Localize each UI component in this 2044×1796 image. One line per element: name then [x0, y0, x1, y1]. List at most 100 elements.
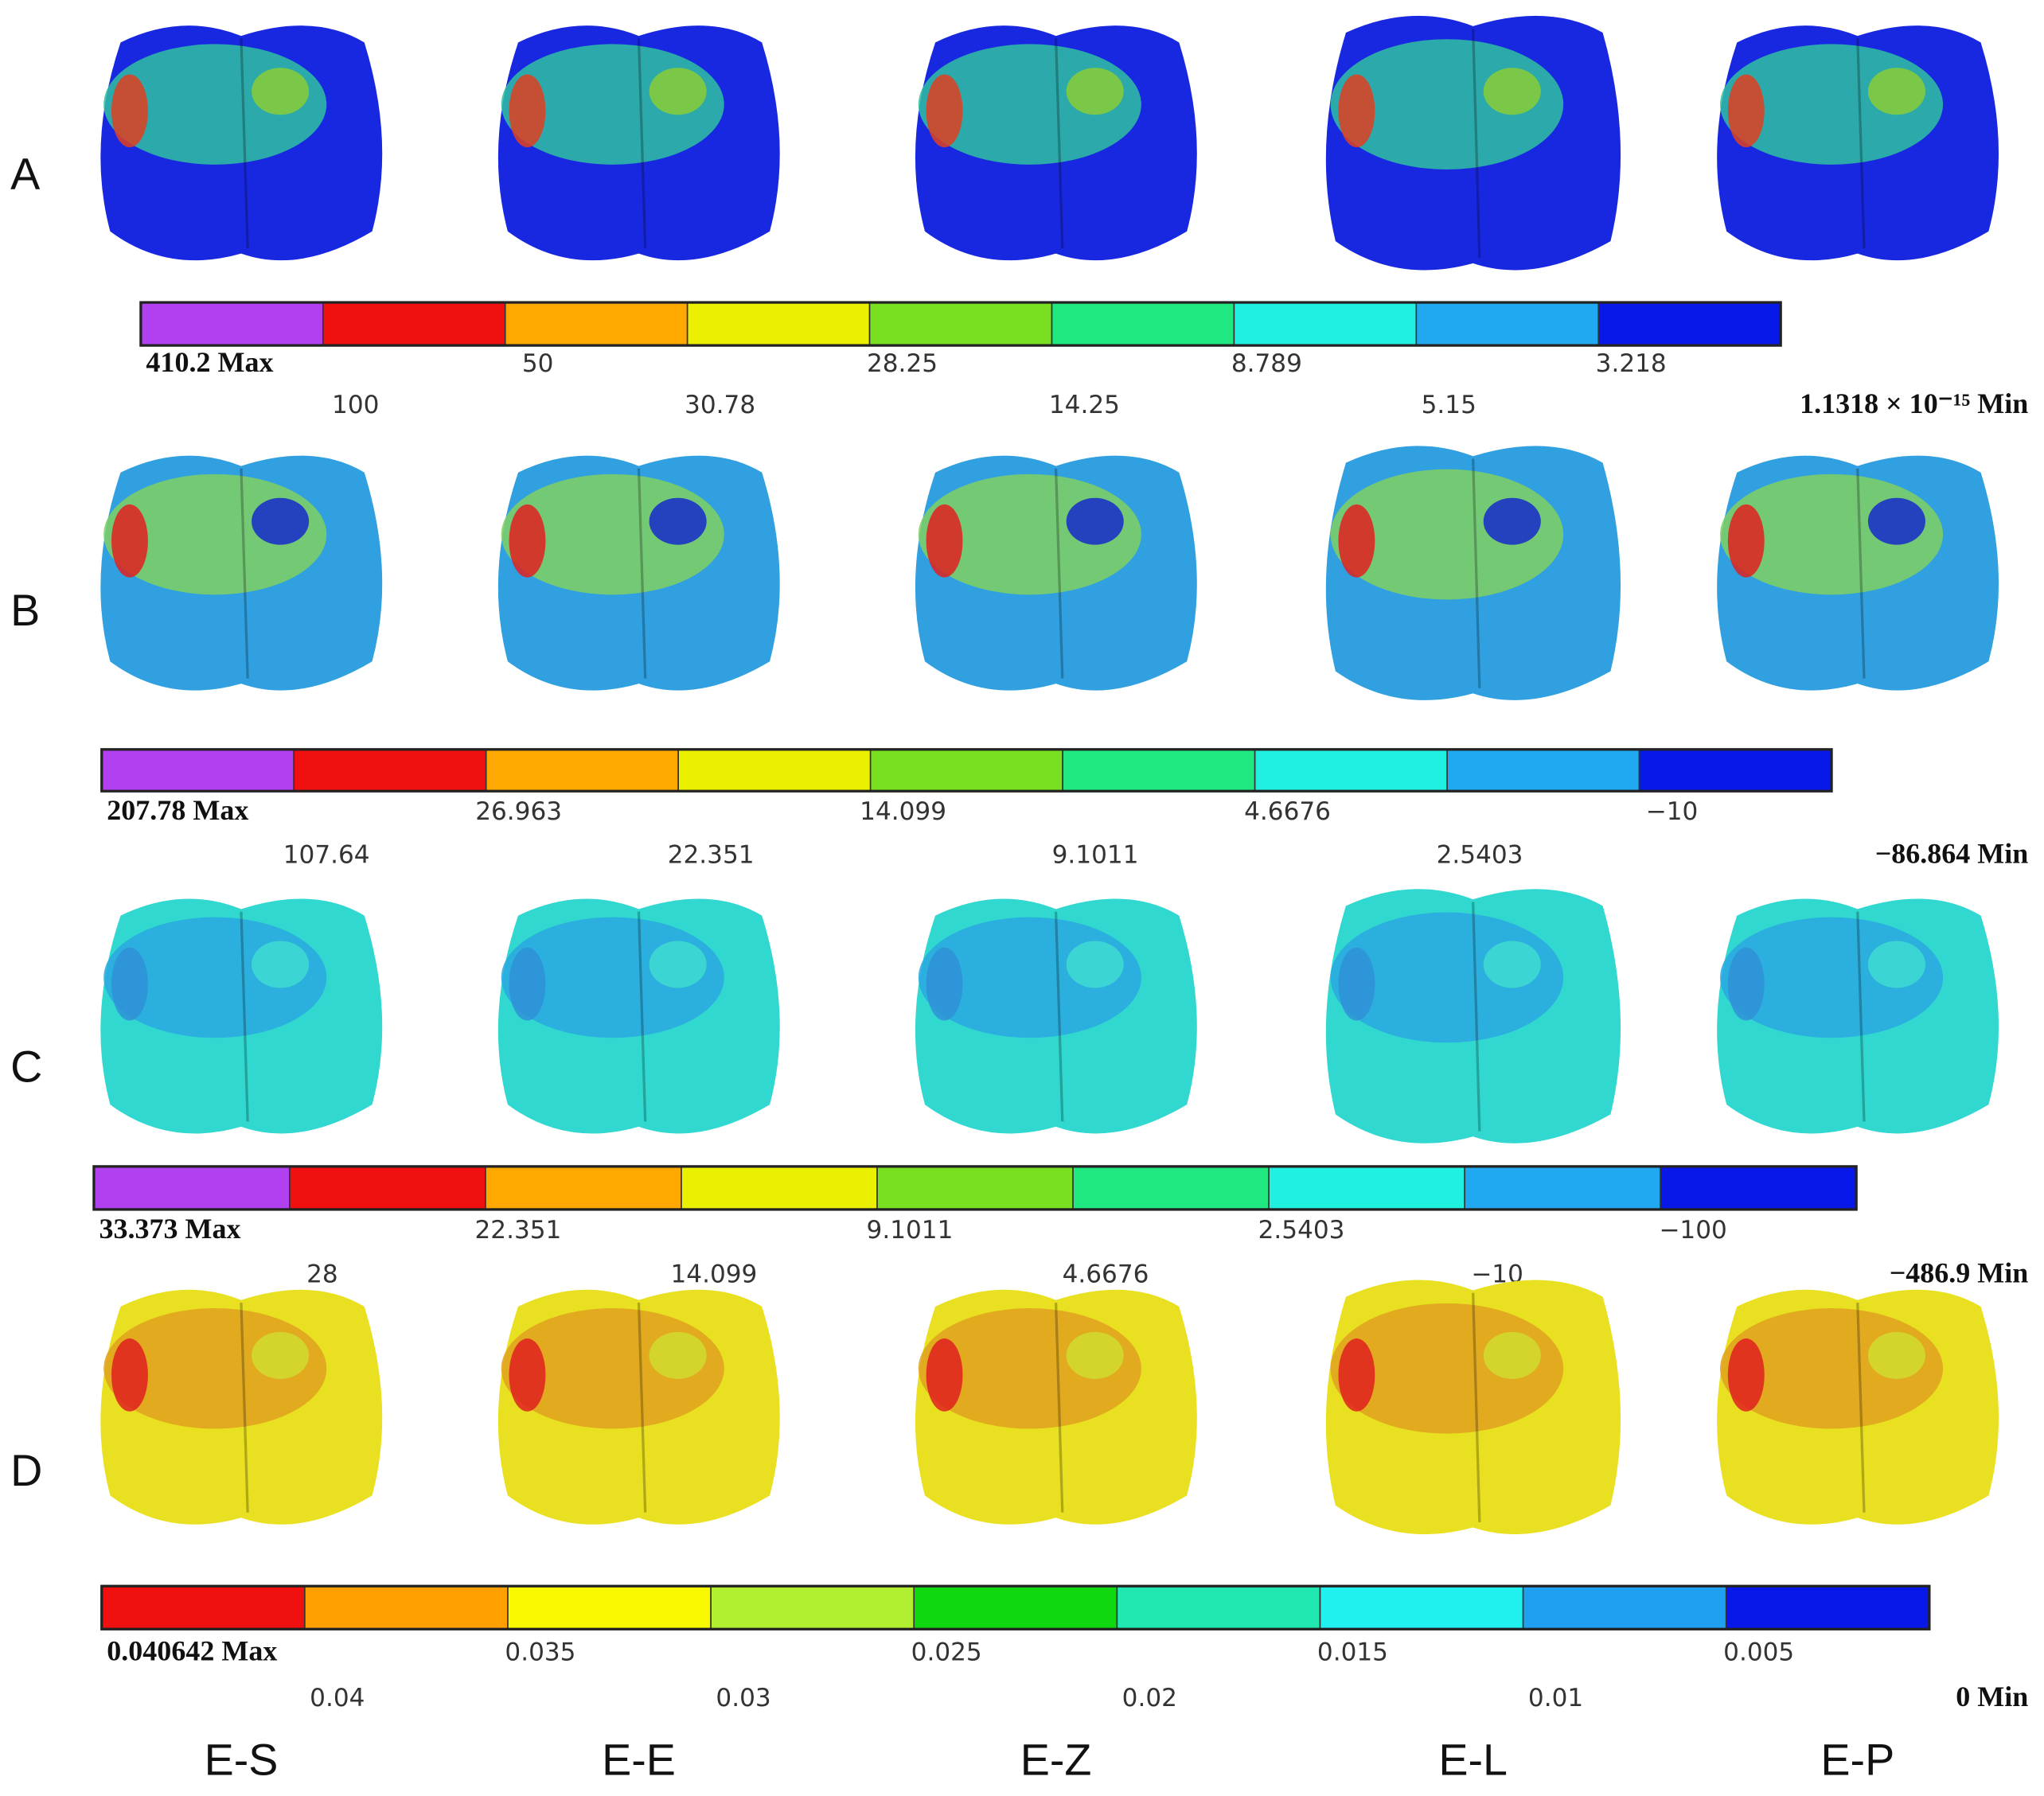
tooth-image: [497, 25, 780, 261]
tooth-region: [1727, 74, 1765, 148]
tooth-image: [100, 1289, 383, 1525]
tooth-groove: [1054, 38, 1064, 249]
colorbar-label: 0.015: [1317, 1638, 1388, 1667]
colorbar-label: 28.25: [867, 349, 938, 378]
colorbar-max-label: 33.373 Max: [99, 1213, 240, 1245]
tooth-image: [1717, 25, 1999, 261]
colorbar-segment: [868, 302, 1053, 346]
colorbar-segment: [304, 1585, 509, 1630]
tooth-groove: [1472, 29, 1481, 259]
tooth-image: [1325, 15, 1621, 271]
colorbar-segment: [100, 1585, 306, 1630]
colorbar-label: 5.15: [1422, 391, 1476, 419]
tooth-region: [1338, 947, 1375, 1021]
tooth-region: [1483, 1331, 1541, 1379]
colorbar-segment: [1072, 1166, 1270, 1210]
tooth-groove: [240, 468, 249, 679]
column-label: E-L: [1438, 1736, 1508, 1785]
tooth-groove: [1472, 458, 1481, 688]
colorbar-segment: [322, 302, 506, 346]
colorbar-segment: [289, 1166, 486, 1210]
tooth-image: [1717, 455, 1999, 691]
tooth-image: [100, 455, 383, 691]
tooth-image: [100, 25, 383, 261]
colorbar-max-label: 207.78 Max: [107, 794, 248, 826]
tooth-region: [649, 68, 707, 115]
tooth-image: [1717, 1289, 1999, 1525]
colorbar-label: 3.218: [1596, 349, 1667, 378]
tooth-region: [1483, 497, 1541, 545]
tooth-groove: [1856, 38, 1866, 249]
tooth-region: [1727, 1338, 1765, 1412]
colorbar-segment: [1415, 302, 1600, 346]
tooth-groove: [637, 1302, 647, 1513]
colorbar-segment: [1116, 1585, 1321, 1630]
colorbar-label: 0.025: [911, 1638, 982, 1667]
colorbar-label: 0.035: [505, 1638, 575, 1667]
colorbar-segment: [1268, 1166, 1465, 1210]
colorbar-segment: [686, 302, 871, 346]
colorbar-segment: [1062, 748, 1256, 793]
tooth-region: [509, 504, 546, 578]
colorbar-segment: [1597, 302, 1781, 346]
colorbar-segment: [1660, 1166, 1857, 1210]
colorbar-segment: [100, 748, 295, 793]
tooth-groove: [1472, 902, 1481, 1132]
tooth-image: [1325, 446, 1621, 700]
colorbar-label: 0.03: [716, 1684, 770, 1712]
tooth-region: [1727, 947, 1765, 1021]
tooth-region: [926, 74, 963, 148]
colorbar-segment: [485, 748, 679, 793]
tooth-region: [1338, 74, 1375, 148]
tooth-region: [111, 504, 148, 578]
colorbar-segment: [504, 302, 688, 346]
colorbar-label: 4.6676: [1063, 1260, 1149, 1289]
colorbar-segment: [293, 748, 487, 793]
colorbar-segment: [507, 1585, 712, 1630]
colorbar-label: 22.351: [474, 1216, 561, 1245]
colorbar-segment: [876, 1166, 1074, 1210]
tooth-groove: [1054, 1302, 1064, 1513]
tooth-groove: [240, 1302, 249, 1513]
tooth-region: [1867, 941, 1925, 988]
colorbar-min-label: −86.864 Min: [1875, 837, 2029, 869]
tooth-image: [1325, 1280, 1621, 1535]
tooth-image: [915, 898, 1197, 1134]
colorbar-label: −10: [1646, 797, 1699, 826]
colorbar-segment: [1725, 1585, 1930, 1630]
colorbar-label: 107.64: [283, 840, 370, 869]
colorbar-label: 14.25: [1049, 391, 1120, 419]
colorbar-label: 8.789: [1231, 349, 1302, 378]
tooth-image: [100, 898, 383, 1134]
colorbar-max-label: 0.040642 Max: [107, 1635, 277, 1667]
colorbar-segment: [1446, 748, 1640, 793]
tooth-groove: [1856, 1302, 1866, 1513]
colorbar-frame: [139, 301, 1782, 347]
colorbar-label: 50: [522, 349, 554, 378]
colorbar-min-label: 1.1318 × 10⁻¹⁵ Min: [1800, 388, 2028, 419]
column-label: E-E: [602, 1736, 676, 1785]
tooth-groove: [637, 911, 647, 1122]
tooth-region: [252, 1331, 310, 1379]
tooth-region: [1338, 1338, 1375, 1412]
colorbar-label: 30.78: [685, 391, 755, 419]
tooth-region: [1066, 1331, 1124, 1379]
colorbar-segment: [681, 1166, 878, 1210]
tooth-region: [111, 1338, 148, 1412]
colorbar-frame: [100, 1584, 1931, 1630]
colorbar-label: 2.5403: [1258, 1216, 1345, 1245]
colorbar-label: 14.099: [860, 797, 946, 826]
colorbar-segment: [485, 1166, 682, 1210]
colorbar-segment: [913, 1585, 1118, 1630]
colorbar-label: 0.01: [1528, 1684, 1583, 1712]
tooth-groove: [637, 38, 647, 249]
row-label: B: [10, 586, 40, 635]
row-label: D: [10, 1446, 42, 1495]
tooth-image: [1717, 898, 1999, 1134]
colorbar-frame: [92, 1165, 1858, 1211]
tooth-region: [1727, 504, 1765, 578]
tooth-region: [252, 68, 310, 115]
colorbar-label: 0.04: [310, 1684, 365, 1712]
tooth-image: [1325, 889, 1621, 1143]
